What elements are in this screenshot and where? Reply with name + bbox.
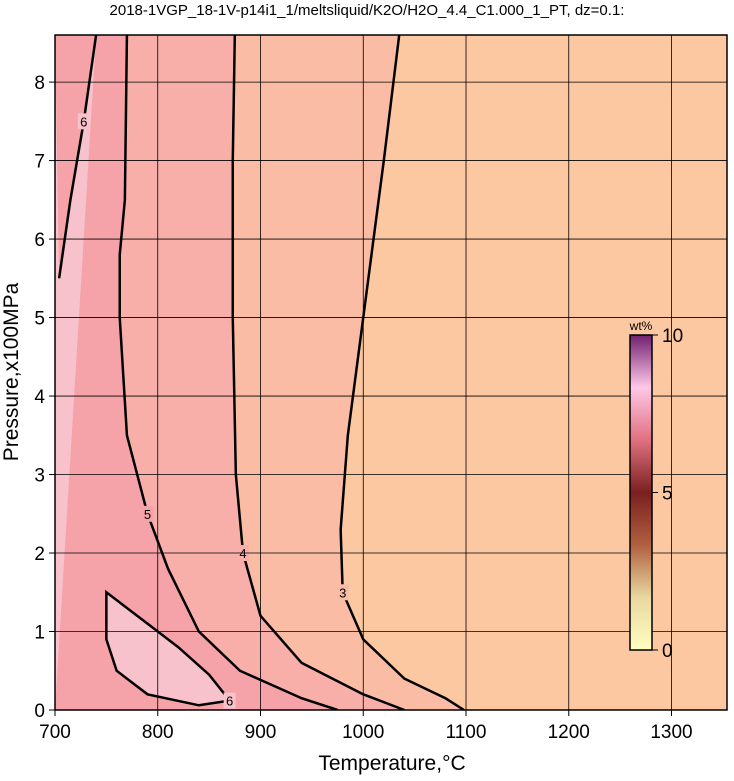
contour-label-bg — [77, 113, 90, 130]
chart-title: 2018-1VGP_18-1V-p14i1_1/meltsliquid/K2O/… — [110, 2, 625, 19]
contour-label: 6 — [80, 114, 87, 129]
contour-label: 3 — [339, 585, 346, 600]
contour-fill — [55, 35, 338, 710]
x-tick-label: 1200 — [548, 722, 590, 743]
x-tick-label: 1000 — [342, 722, 384, 743]
y-tick-label: 2 — [34, 544, 45, 565]
colorbar-label: wt% — [629, 319, 653, 333]
contour-label-bg — [336, 584, 349, 601]
colorbar-tick-label: 5 — [662, 484, 673, 505]
y-tick-label: 0 — [34, 701, 45, 722]
x-tick-label: 1100 — [446, 722, 487, 743]
contour-label: 5 — [144, 507, 151, 522]
contour-label-bg — [223, 692, 236, 709]
x-axis-label: Temperature,°C — [318, 752, 465, 775]
x-tick-label: 1300 — [650, 722, 692, 743]
colorbar-tick-label: 10 — [662, 326, 683, 347]
y-tick-label: 6 — [34, 230, 45, 251]
y-axis-label: Pressure,x100MPa — [0, 282, 23, 461]
y-tick-label: 3 — [34, 466, 45, 487]
x-tick-label: 700 — [39, 722, 71, 743]
y-tick-label: 8 — [34, 73, 45, 94]
y-tick-label: 1 — [34, 623, 45, 644]
contour-label-bg — [141, 505, 154, 522]
colorbar — [629, 334, 653, 651]
y-tick-label: 7 — [34, 152, 45, 173]
y-tick-label: 5 — [34, 309, 45, 330]
colorbar-tick-label: 0 — [662, 641, 673, 662]
x-tick-label: 800 — [142, 722, 174, 743]
contour-fill — [55, 35, 97, 710]
contour-label: 4 — [239, 546, 246, 561]
contour-label: 6 — [226, 694, 233, 709]
y-tick-label: 4 — [34, 387, 45, 408]
x-tick-label: 900 — [245, 722, 277, 743]
contour-fill — [106, 592, 230, 706]
plot-frame — [54, 34, 728, 711]
